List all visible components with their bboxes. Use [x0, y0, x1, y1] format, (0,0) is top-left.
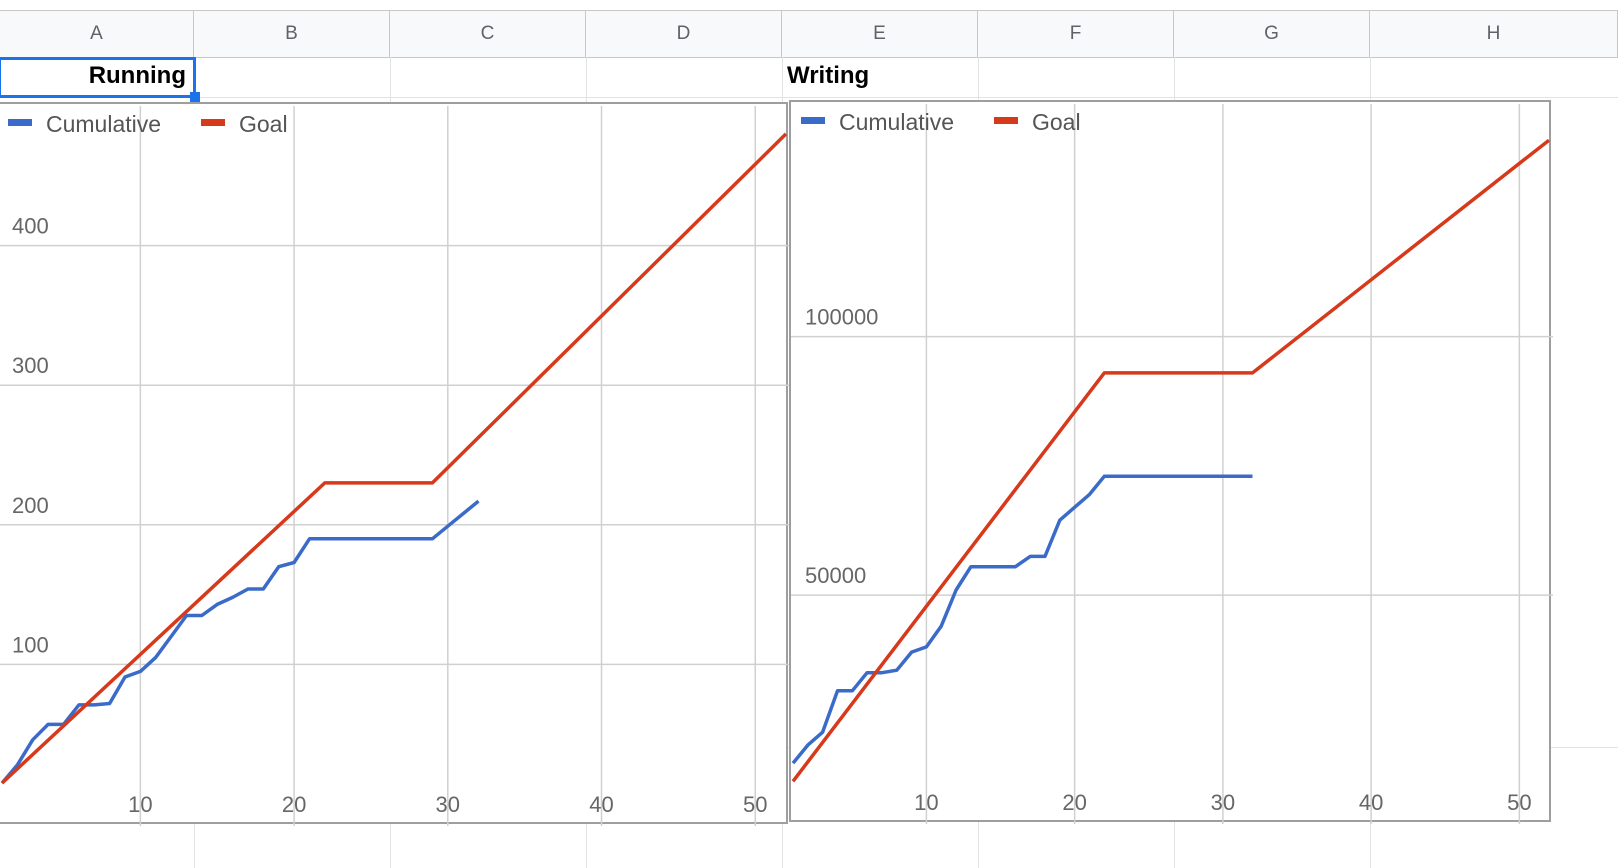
- y-tick-label: 300: [12, 353, 49, 378]
- column-header-e[interactable]: E: [782, 11, 978, 57]
- x-tick-label: 30: [436, 792, 460, 817]
- legend-swatch-cumulative: [8, 119, 32, 126]
- legend-label-cumulative: Cumulative: [46, 111, 161, 137]
- fill-handle[interactable]: [190, 92, 200, 102]
- legend-label-goal: Goal: [1032, 109, 1081, 135]
- x-tick-label: 40: [589, 792, 613, 817]
- legend-swatch-cumulative: [801, 117, 825, 124]
- legend-label-goal: Goal: [239, 111, 288, 137]
- running-chart[interactable]: 10 20 30 40 50 100 200 300 400 Cumulative Goal: [0, 102, 790, 826]
- column-header-h[interactable]: H: [1370, 11, 1618, 57]
- legend-swatch-goal: [201, 119, 225, 126]
- x-tick-label: 20: [1062, 790, 1086, 815]
- series-line-goal: [791, 138, 1551, 783]
- cell-e2[interactable]: Writing: [787, 62, 870, 89]
- x-tick-label: 10: [914, 790, 938, 815]
- column-header-b[interactable]: B: [194, 11, 390, 57]
- column-header-c[interactable]: C: [390, 11, 586, 57]
- y-tick-label: 100000: [805, 305, 878, 330]
- y-tick-label: 100: [12, 632, 49, 657]
- column-header-f[interactable]: F: [978, 11, 1174, 57]
- cell-gridline: [0, 97, 1618, 98]
- legend-label-cumulative: Cumulative: [839, 109, 954, 135]
- y-tick-label: 50000: [805, 563, 866, 588]
- writing-chart-svg: 10 20 30 40 50 50000 100000 Cumulative Goal: [791, 104, 1553, 824]
- column-header-row: A B C D E F G H: [0, 10, 1618, 58]
- writing-chart[interactable]: 10 20 30 40 50 50000 100000 Cumulative Goal: [789, 100, 1553, 824]
- cell-selection: [0, 57, 196, 98]
- series-line-cumulative: [0, 499, 480, 785]
- column-header-g[interactable]: G: [1174, 11, 1370, 57]
- y-tick-label: 400: [12, 214, 49, 239]
- series-line-goal: [0, 132, 788, 785]
- x-tick-label: 20: [282, 792, 306, 817]
- running-chart-svg: 10 20 30 40 50 100 200 300 400 Cumulative Goal: [0, 106, 790, 826]
- column-header-a[interactable]: A: [0, 11, 194, 57]
- legend-swatch-goal: [994, 117, 1018, 124]
- series-line-cumulative: [791, 474, 1253, 765]
- x-tick-label: 50: [1507, 790, 1531, 815]
- cell-a2[interactable]: Running: [88, 62, 186, 89]
- column-header-d[interactable]: D: [586, 11, 782, 57]
- y-tick-label: 200: [12, 493, 49, 518]
- x-tick-label: 30: [1211, 790, 1235, 815]
- x-tick-label: 40: [1359, 790, 1383, 815]
- x-tick-label: 50: [743, 792, 767, 817]
- x-tick-label: 10: [128, 792, 152, 817]
